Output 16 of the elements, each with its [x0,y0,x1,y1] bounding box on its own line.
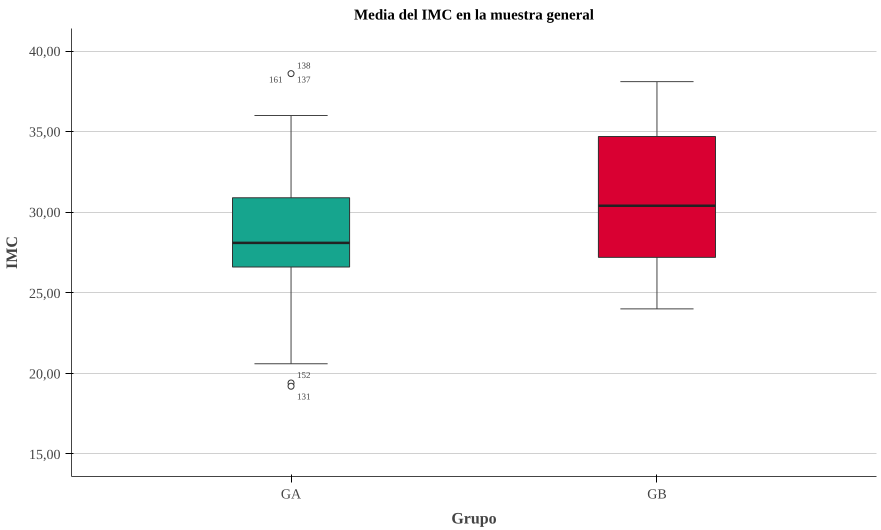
y-tick-label: 20,00 [29,367,60,382]
y-tick-label: 40,00 [29,45,60,60]
chart-title: Media del IMC en la muestra general [354,8,594,24]
x-tick-label: GB [647,488,667,502]
y-tick-label: 30,00 [29,206,60,222]
x-axis-title: Grupo [451,510,497,528]
annotation: 137 [297,74,312,85]
y-tick-label: 25,00 [29,286,60,302]
annotation: 131 [297,391,311,402]
annotation: 152 [297,370,311,380]
annotation: 161 [269,74,283,85]
y-axis-title: IMC [4,236,21,269]
y-tick-label: 15,00 [29,448,60,463]
x-tick-label: GA [280,488,302,502]
y-tick-label: 35,00 [29,126,60,141]
annotation: 138 [297,60,312,71]
